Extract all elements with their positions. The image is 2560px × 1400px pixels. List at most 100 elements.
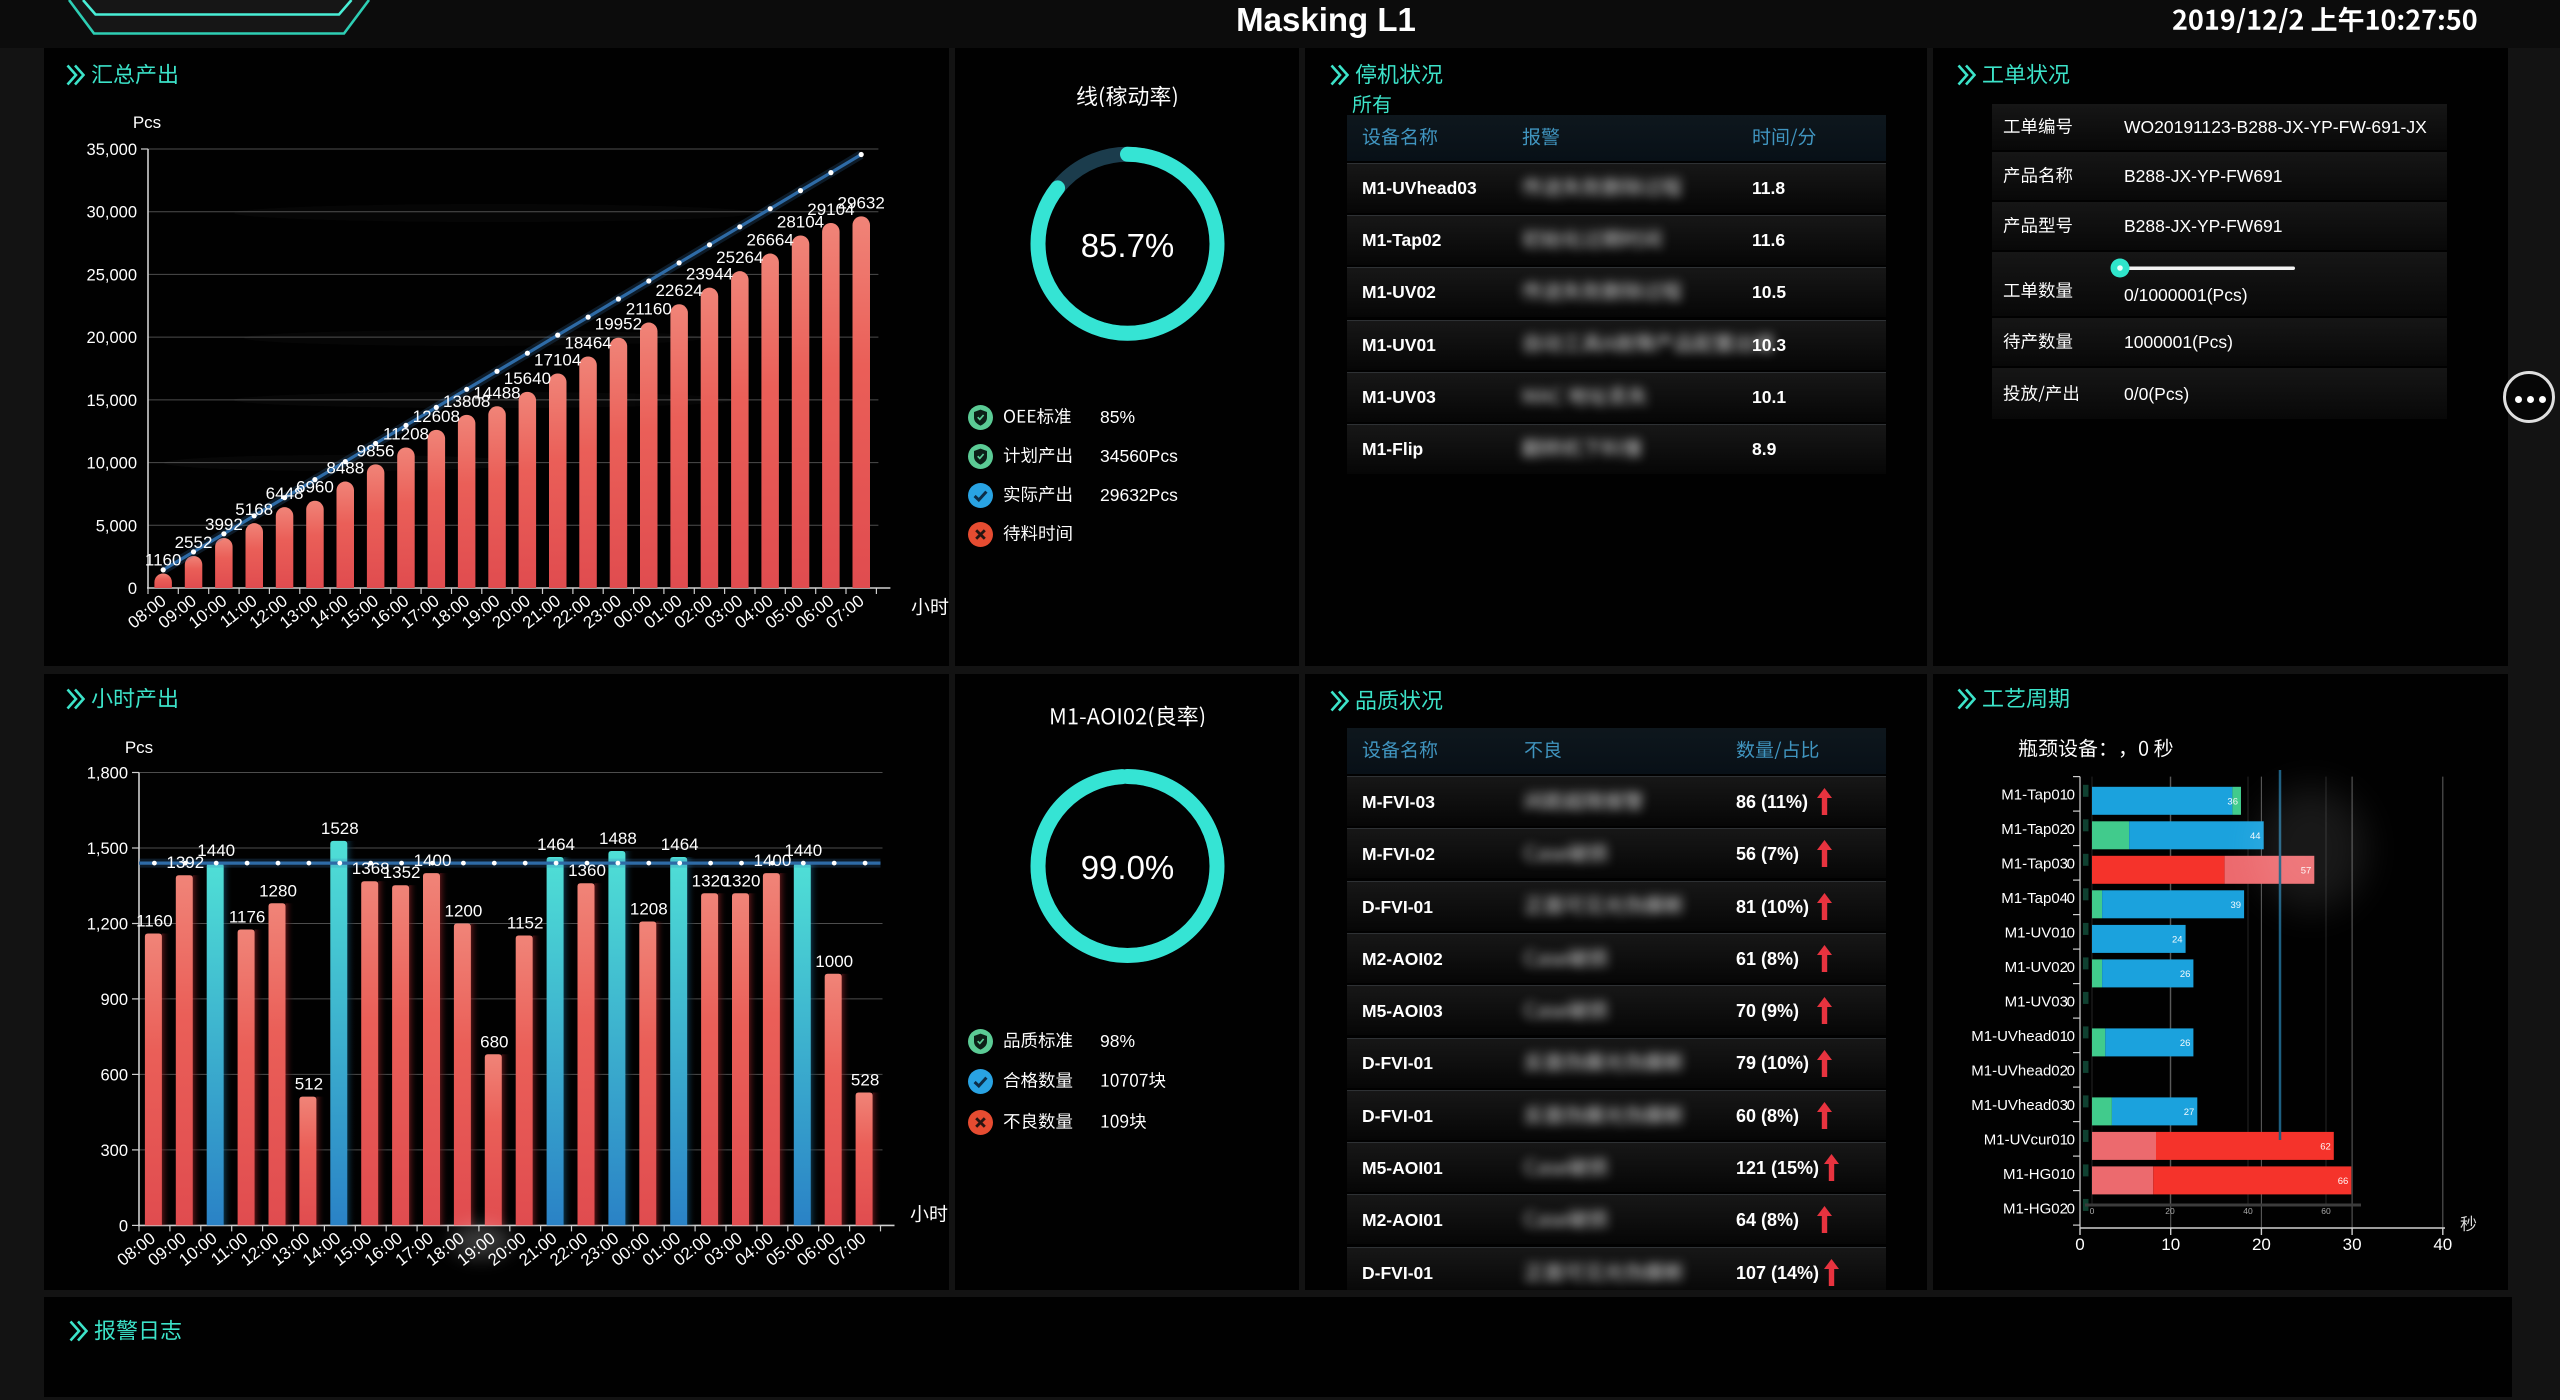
svg-text:1200: 1200 — [444, 902, 482, 921]
svg-text:19952: 19952 — [595, 315, 642, 334]
svg-text:0: 0 — [2067, 1166, 2075, 1183]
svg-text:23944: 23944 — [686, 265, 733, 284]
svg-text:26: 26 — [2180, 969, 2191, 980]
svg-text:12608: 12608 — [413, 407, 460, 426]
svg-text:0: 0 — [2067, 1028, 2075, 1045]
svg-text:13808: 13808 — [443, 392, 490, 411]
svg-text:1400: 1400 — [753, 851, 791, 870]
svg-text:0: 0 — [2067, 1062, 2075, 1079]
svg-text:1152: 1152 — [507, 914, 544, 933]
svg-text:0: 0 — [2067, 1200, 2075, 1217]
svg-text:M1-UVcur01: M1-UVcur01 — [1984, 1131, 2068, 1148]
svg-text:62: 62 — [2320, 1141, 2331, 1152]
svg-text:24: 24 — [2172, 934, 2183, 945]
svg-text:14488: 14488 — [473, 383, 520, 402]
svg-text:1440: 1440 — [197, 841, 235, 860]
svg-text:1208: 1208 — [630, 900, 668, 919]
svg-text:30,000: 30,000 — [87, 204, 137, 222]
svg-text:M1-UV01: M1-UV01 — [2005, 924, 2068, 941]
svg-text:M1-UVhead03: M1-UVhead03 — [1971, 1097, 2068, 1114]
svg-text:85.7%: 85.7% — [1081, 227, 1175, 264]
svg-text:Pcs: Pcs — [125, 738, 153, 757]
svg-text:0: 0 — [2067, 821, 2075, 838]
svg-text:25264: 25264 — [716, 248, 763, 267]
svg-text:M1-Tap03: M1-Tap03 — [2001, 855, 2068, 872]
svg-text:40: 40 — [2243, 1206, 2253, 1216]
svg-text:1320: 1320 — [723, 871, 761, 890]
svg-text:1,500: 1,500 — [87, 840, 128, 858]
svg-text:1000: 1000 — [815, 952, 853, 971]
svg-text:3992: 3992 — [205, 515, 243, 534]
svg-text:0: 0 — [2067, 855, 2075, 872]
svg-text:2552: 2552 — [175, 533, 213, 552]
svg-text:44: 44 — [2250, 831, 2261, 842]
svg-text:27: 27 — [2184, 1107, 2195, 1118]
svg-text:5168: 5168 — [235, 500, 273, 519]
svg-text:0: 0 — [2090, 1206, 2095, 1216]
svg-text:512: 512 — [295, 1075, 323, 1094]
svg-text:680: 680 — [480, 1032, 508, 1051]
svg-text:10,000: 10,000 — [87, 455, 137, 473]
svg-text:28104: 28104 — [777, 213, 824, 232]
svg-text:1464: 1464 — [661, 835, 699, 854]
svg-text:M1-HG01: M1-HG01 — [2003, 1166, 2068, 1183]
svg-text:1,800: 1,800 — [87, 765, 128, 783]
svg-text:0: 0 — [2067, 993, 2075, 1010]
svg-text:15640: 15640 — [504, 369, 551, 388]
svg-text:1160: 1160 — [136, 912, 173, 931]
svg-text:1392: 1392 — [166, 853, 204, 872]
svg-text:1528: 1528 — [321, 819, 359, 838]
svg-text:1488: 1488 — [599, 829, 637, 848]
svg-text:0: 0 — [2067, 924, 2075, 941]
svg-text:1320: 1320 — [692, 871, 730, 890]
svg-text:1,200: 1,200 — [87, 916, 128, 934]
svg-text:36: 36 — [2227, 796, 2238, 807]
svg-text:35,000: 35,000 — [87, 141, 137, 159]
svg-text:0: 0 — [2067, 786, 2075, 803]
svg-text:26: 26 — [2180, 1038, 2191, 1049]
svg-text:99.0%: 99.0% — [1081, 849, 1175, 886]
svg-text:0: 0 — [2067, 959, 2075, 976]
svg-text:1352: 1352 — [383, 863, 421, 882]
svg-text:40: 40 — [2433, 1235, 2452, 1254]
svg-text:0: 0 — [128, 580, 137, 598]
svg-text:528: 528 — [851, 1071, 879, 1090]
svg-text:21160: 21160 — [626, 300, 672, 319]
svg-text:1160: 1160 — [145, 551, 182, 570]
svg-text:29104: 29104 — [807, 200, 854, 219]
svg-text:15,000: 15,000 — [87, 392, 137, 410]
svg-text:1280: 1280 — [259, 881, 297, 900]
svg-text:11208: 11208 — [383, 424, 429, 443]
svg-text:66: 66 — [2338, 1176, 2349, 1187]
svg-text:6960: 6960 — [296, 478, 334, 497]
svg-text:1400: 1400 — [414, 851, 452, 870]
svg-text:22624: 22624 — [655, 281, 702, 300]
svg-text:8488: 8488 — [326, 459, 364, 478]
svg-text:26664: 26664 — [747, 231, 794, 250]
svg-text:0: 0 — [2067, 890, 2075, 907]
svg-text:1176: 1176 — [229, 908, 266, 927]
svg-text:M1-HG02: M1-HG02 — [2003, 1200, 2068, 1217]
svg-text:900: 900 — [100, 991, 128, 1009]
svg-text:0: 0 — [2067, 1131, 2075, 1148]
svg-text:6448: 6448 — [266, 484, 304, 503]
svg-text:0: 0 — [2075, 1235, 2084, 1254]
svg-text:18464: 18464 — [564, 333, 611, 352]
svg-text:10: 10 — [2161, 1235, 2180, 1254]
svg-text:30: 30 — [2343, 1235, 2362, 1254]
svg-text:M1-Tap02: M1-Tap02 — [2001, 821, 2068, 838]
svg-text:600: 600 — [100, 1066, 128, 1084]
svg-text:17104: 17104 — [534, 351, 581, 370]
svg-text:M1-UVhead01: M1-UVhead01 — [1971, 1028, 2068, 1045]
svg-text:M1-UV02: M1-UV02 — [2005, 959, 2068, 976]
svg-text:M1-UV03: M1-UV03 — [2005, 993, 2068, 1010]
svg-text:M1-UVhead02: M1-UVhead02 — [1971, 1062, 2068, 1079]
svg-text:0: 0 — [119, 1217, 128, 1235]
svg-text:20: 20 — [2252, 1235, 2271, 1254]
svg-text:300: 300 — [100, 1142, 128, 1160]
svg-text:1360: 1360 — [568, 861, 606, 880]
svg-text:1368: 1368 — [352, 859, 390, 878]
svg-text:M1-Tap04: M1-Tap04 — [2001, 890, 2068, 907]
svg-text:9856: 9856 — [357, 441, 395, 460]
svg-text:29632: 29632 — [838, 193, 885, 212]
